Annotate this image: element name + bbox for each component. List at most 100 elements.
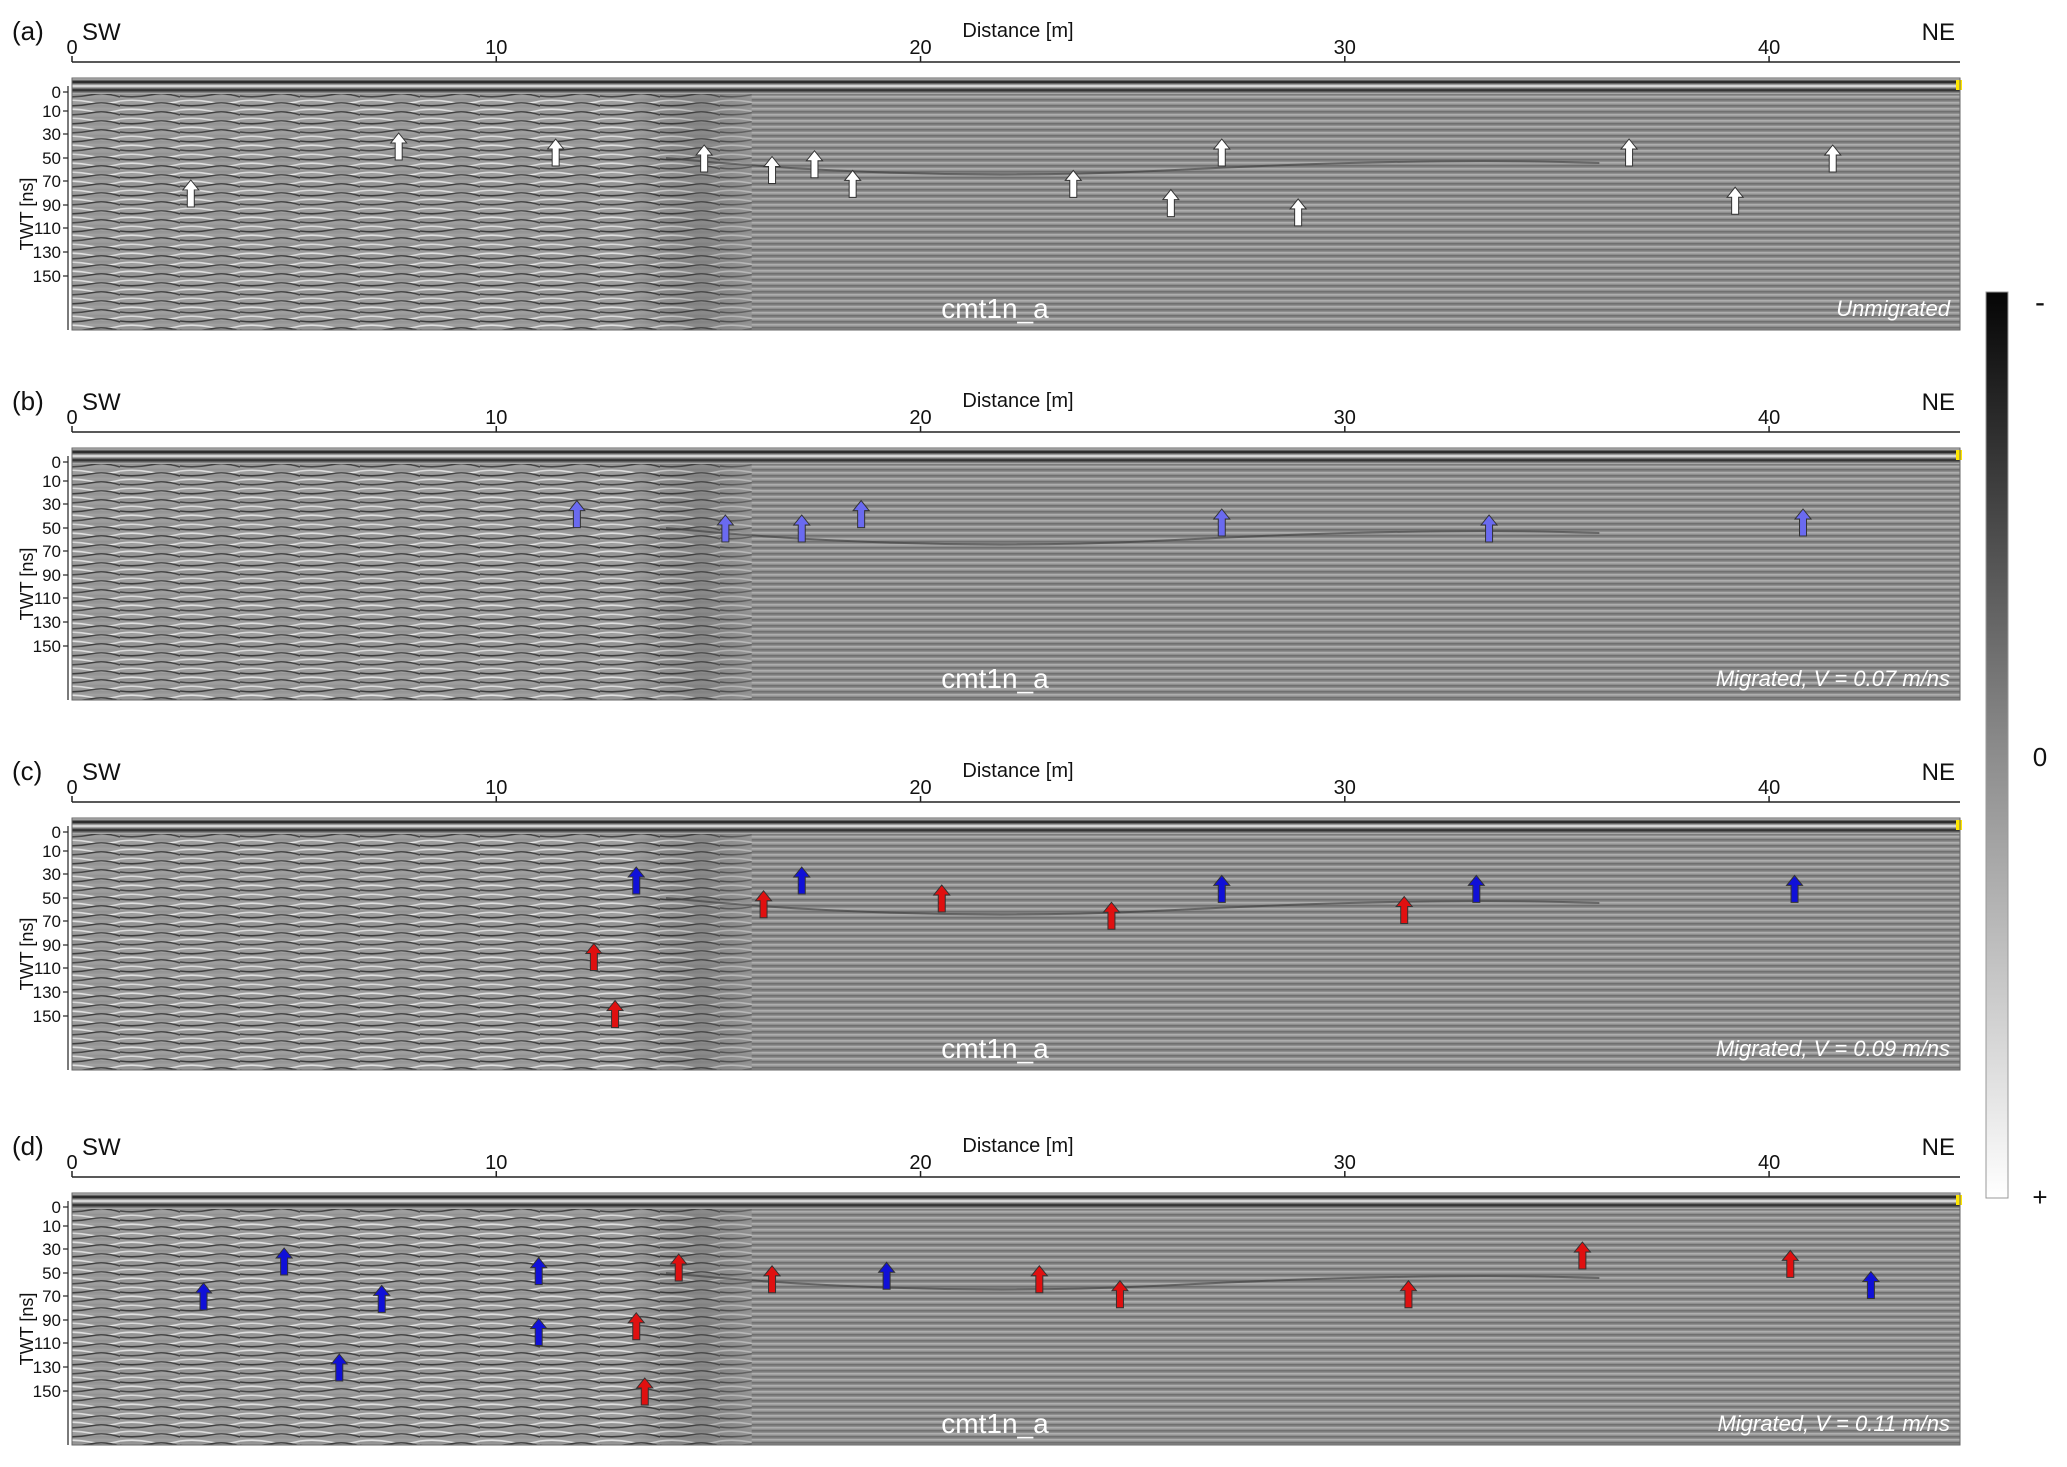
arrow-shape	[1289, 198, 1308, 227]
arrow-shape	[843, 169, 862, 198]
arrow-shape	[567, 499, 586, 529]
surface-band	[72, 818, 1960, 834]
xaxis-tick-label: 40	[1758, 407, 1780, 429]
arrow-light_blue	[1212, 508, 1231, 537]
yaxis-tick-label: 110	[34, 219, 61, 238]
colorbar-gradient	[1985, 291, 2009, 1199]
smooth-zone	[72, 464, 1960, 700]
yaxis-tick-label: 50	[42, 519, 61, 538]
marker-yellow	[1956, 450, 1962, 460]
arrow-shape	[1399, 1279, 1418, 1309]
arrow-blue	[1212, 874, 1231, 903]
profile-name: cmt1n_a	[941, 1408, 1049, 1439]
xaxis-tick-label: 30	[1334, 37, 1356, 59]
arrow-shape	[792, 514, 811, 543]
xaxis-tick-label: 0	[66, 1152, 77, 1174]
arrow-shape	[389, 132, 408, 161]
direction-left: SW	[82, 389, 121, 416]
arrow-shape	[1395, 895, 1414, 924]
radargram-image	[71, 77, 1962, 331]
yaxis-label: TWT [ns]	[17, 1293, 37, 1366]
direction-left: SW	[82, 1134, 121, 1161]
yaxis-tick-label: 50	[42, 149, 61, 168]
arrow-light_blue	[852, 499, 871, 529]
arrow-shape	[763, 1264, 782, 1294]
arrow-shape	[1212, 138, 1231, 167]
arrow-shape	[1793, 508, 1813, 537]
arrow-blue	[275, 1247, 294, 1276]
yaxis-tick-label: 90	[42, 1311, 61, 1330]
arrow-red	[635, 1377, 654, 1406]
yaxis-label: TWT [ns]	[17, 178, 37, 251]
arrow-red	[754, 889, 773, 919]
arrow-white	[1064, 169, 1083, 198]
xaxis-tick-label: 40	[1758, 37, 1780, 59]
arrow-shape	[1064, 169, 1083, 198]
arrow-red	[1395, 895, 1414, 924]
yaxis-tick-label: 30	[42, 865, 61, 884]
profile-name: cmt1n_a	[941, 1033, 1049, 1064]
direction-right: NE	[1922, 759, 1955, 786]
arrow-shape	[1726, 186, 1745, 215]
arrow-blue	[792, 866, 811, 895]
direction-right: NE	[1922, 1134, 1955, 1161]
smooth-zone	[72, 834, 1960, 1070]
reflector-curve	[665, 527, 1600, 546]
arrow-shape	[754, 889, 773, 919]
yaxis-tick-label: 110	[34, 1334, 61, 1353]
arrow-blue	[529, 1256, 548, 1286]
yaxis-tick-label: 30	[42, 495, 61, 514]
arrow-shape	[669, 1253, 688, 1282]
surface-band	[72, 448, 1960, 464]
panel-annotation: Migrated, V = 0.07 m/ns	[1716, 666, 1950, 691]
arrow-blue	[1785, 874, 1804, 903]
arrow-blue	[372, 1284, 391, 1313]
yaxis-tick-label: 130	[33, 983, 61, 1002]
radargram-border	[71, 1192, 1961, 1446]
yaxis-tick-label: 130	[33, 1358, 61, 1377]
yaxis-tick-label: 70	[42, 172, 61, 191]
yaxis-tick-label: 150	[33, 1382, 61, 1401]
yaxis-tick-label: 70	[42, 912, 61, 931]
arrow-shape	[606, 999, 625, 1029]
colorbar-top-label: -	[2035, 286, 2045, 319]
xaxis-tick-label: 30	[1334, 1152, 1356, 1174]
panel-annotation: Migrated, V = 0.09 m/ns	[1716, 1036, 1950, 1061]
arrow-white	[1620, 138, 1639, 167]
arrow-red	[606, 999, 625, 1029]
yaxis-tick-label: 0	[52, 83, 61, 102]
arrow-shape	[194, 1282, 213, 1311]
arrow-shape	[1785, 874, 1804, 903]
arrow-shape	[627, 866, 646, 895]
xaxis-label: Distance [m]	[962, 390, 1073, 412]
arrow-red	[1573, 1241, 1592, 1270]
yaxis-tick-label: 10	[42, 1217, 61, 1236]
arrow-shape	[275, 1247, 294, 1276]
yaxis-tick-label: 70	[42, 542, 61, 561]
arrow-shape	[792, 866, 811, 895]
arrow-shape	[1467, 874, 1486, 903]
yaxis-tick-label: 130	[33, 243, 61, 262]
yaxis-tick-label: 50	[42, 1264, 61, 1283]
reflector-curve	[665, 157, 1600, 176]
xaxis-tick-label: 20	[909, 37, 931, 59]
xaxis-tick-label: 10	[485, 777, 507, 799]
arrow-red	[1399, 1279, 1418, 1309]
arrow-red	[1030, 1264, 1049, 1294]
xaxis-tick-label: 20	[909, 407, 931, 429]
arrow-blue	[194, 1282, 213, 1311]
arrow-light_blue	[567, 499, 586, 529]
direction-right: NE	[1922, 19, 1955, 46]
radargram-image	[71, 817, 1962, 1071]
colorbar-middle-label: 0	[2033, 742, 2047, 772]
arrow-shape	[1480, 514, 1499, 543]
arrow-shape	[932, 884, 951, 913]
panel-annotation: Migrated, V = 0.11 m/ns	[1717, 1411, 1950, 1436]
arrow-shape	[1781, 1249, 1800, 1278]
marker-yellow	[1956, 820, 1962, 830]
arrow-white	[1823, 144, 1842, 173]
xaxis-tick-label: 30	[1334, 777, 1356, 799]
